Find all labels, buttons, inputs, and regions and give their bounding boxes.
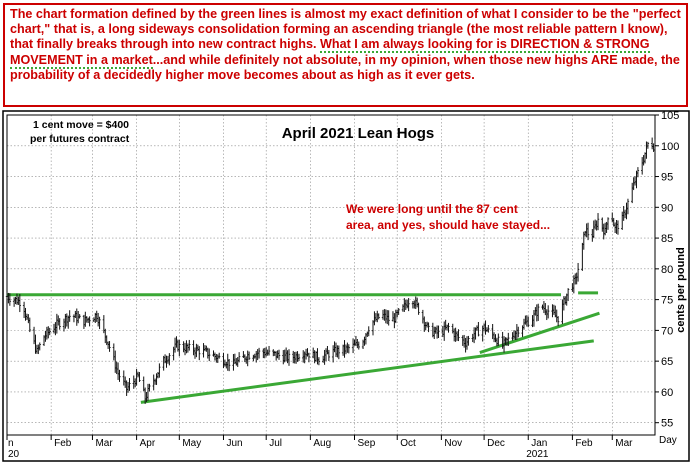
x-tick-label: Sep bbox=[357, 438, 375, 449]
x-tick-label: Jun bbox=[226, 438, 242, 449]
x-year-label: 2021 bbox=[526, 449, 549, 460]
trade-note-line-1: We were long until the 87 cent bbox=[346, 202, 518, 216]
y-tick-label: 100 bbox=[661, 141, 679, 153]
y-tick-label: 95 bbox=[661, 172, 673, 184]
commentary-part-1: The chart formation defined by the green… bbox=[10, 7, 681, 52]
y-tick-label: 80 bbox=[661, 264, 673, 276]
price-chart: 55 60 65 70 75 80 85 90 95 100 105 n Feb Mar Apr May Ju… bbox=[2, 110, 690, 462]
x-tick-label: Nov bbox=[444, 438, 462, 449]
trendline-support-steep bbox=[479, 311, 600, 354]
x-year-label: 20 bbox=[8, 449, 20, 460]
y-tick-label: 70 bbox=[661, 325, 673, 337]
price-bars bbox=[5, 137, 657, 404]
x-tick-label: Feb bbox=[575, 438, 593, 449]
trendline-support bbox=[140, 339, 594, 404]
chart-title: April 2021 Lean Hogs bbox=[282, 125, 435, 142]
y-tick-label: 105 bbox=[661, 110, 679, 122]
contract-note-line-2: per futures contract bbox=[30, 133, 130, 145]
y-tick-label: 55 bbox=[661, 418, 673, 430]
x-tick-label: Oct bbox=[400, 438, 416, 449]
x-tick-label: Mar bbox=[95, 438, 113, 449]
trade-note-line-2: area, and yes, should have stayed... bbox=[346, 218, 550, 232]
x-tick-label: Apr bbox=[140, 438, 156, 449]
x-axis-ticks: n Feb Mar Apr May Jun Jul Aug Sep Oct Nov Dec Jan Feb… bbox=[6, 435, 633, 460]
y-axis-label: cents per pound bbox=[675, 247, 687, 333]
chart-grid bbox=[7, 114, 655, 435]
plot-area-border bbox=[6, 114, 656, 436]
x-tick-label: Feb bbox=[54, 438, 72, 449]
y-tick-label: 85 bbox=[661, 233, 673, 245]
commentary-box: The chart formation defined by the green… bbox=[3, 3, 688, 107]
x-tick-label: Dec bbox=[487, 438, 505, 449]
x-tick-label: Mar bbox=[615, 438, 633, 449]
x-axis-label: Day bbox=[659, 435, 677, 446]
commentary-text: The chart formation defined by the green… bbox=[10, 7, 682, 83]
contract-note-line-1: 1 cent move = $400 bbox=[33, 119, 129, 131]
y-axis-ticks: 55 60 65 70 75 80 85 90 95 100 105 bbox=[655, 110, 679, 430]
y-tick-label: 65 bbox=[661, 356, 673, 368]
y-tick-label: 90 bbox=[661, 202, 673, 214]
y-tick-label: 75 bbox=[661, 295, 673, 307]
commentary-part-2: ...and while definitely not absolute, in… bbox=[10, 52, 680, 82]
y-tick-label: 60 bbox=[661, 387, 673, 399]
x-tick-label: n bbox=[8, 438, 14, 449]
trendlines bbox=[7, 291, 600, 404]
chart-frame-outer bbox=[2, 110, 690, 462]
commentary-highlight: What I am always looking for is DIRECTIO… bbox=[10, 37, 650, 69]
x-tick-label: Jul bbox=[269, 438, 282, 449]
x-tick-label: Jan bbox=[531, 438, 547, 449]
x-tick-label: May bbox=[182, 438, 201, 449]
x-tick-label: Aug bbox=[313, 438, 331, 449]
